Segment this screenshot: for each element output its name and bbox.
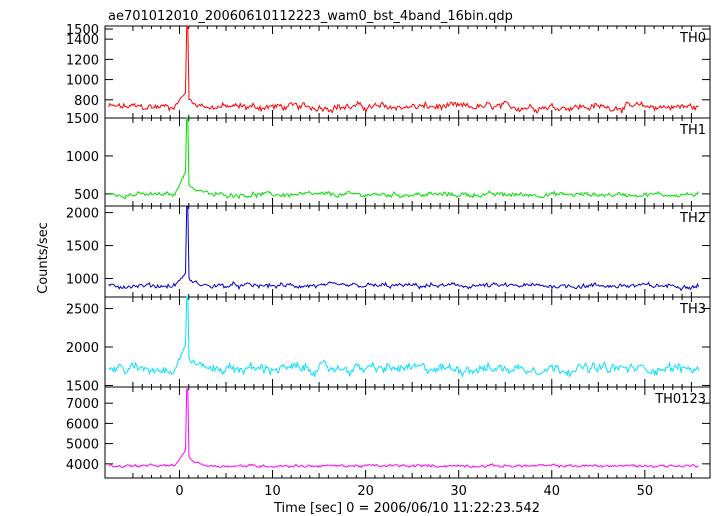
panel-frame — [104, 386, 711, 479]
x-tick-label: 50 — [637, 484, 654, 499]
panel-th0123: 4000 5000 6000 7000 TH0123 0 10 20 30 40 50 — [66, 386, 711, 499]
y-tick-label: 6000 — [66, 417, 99, 432]
panel-th2: 1000 1500 2000 TH2 — [66, 205, 711, 298]
y-tick-label: 1400 — [66, 33, 99, 48]
y-tick-label: 800 — [74, 94, 99, 109]
x-tick-label: 10 — [264, 484, 281, 499]
panels-group: 8001000120014001500TH050010001500TH11000… — [66, 23, 711, 499]
y-tick-label: 1500 — [66, 240, 99, 255]
series-th0123-line — [108, 388, 699, 469]
panel-name-label: TH2 — [679, 211, 706, 226]
panel-frame — [104, 296, 711, 388]
y-tick-label: 1200 — [66, 53, 99, 68]
x-tick-label: 20 — [357, 484, 374, 499]
x-tick-label: 40 — [543, 484, 560, 499]
series-th1-line — [108, 117, 700, 200]
y-tick-label: 1000 — [66, 150, 99, 165]
series-th0-line — [108, 25, 699, 114]
y-axis-label: Counts/sec — [36, 222, 51, 294]
x-tick-label: 30 — [450, 484, 467, 499]
y-tick-label: 7000 — [66, 397, 99, 412]
x-tick-label: 0 — [175, 484, 183, 499]
y-tick-label: 5000 — [66, 438, 99, 453]
y-tick-label: 1500 — [66, 112, 99, 127]
y-tick-label: 2500 — [66, 303, 99, 318]
series-th3-line — [108, 296, 700, 378]
y-tick-label: 1000 — [66, 74, 99, 89]
panel-frame — [104, 205, 711, 298]
y-tick-label: 1500 — [66, 23, 99, 38]
y-tick-label: 2000 — [66, 207, 99, 222]
y-tick-label: 1000 — [66, 273, 99, 288]
x-axis-label: Time [sec] 0 = 2006/06/10 11:22:23.542 — [273, 501, 540, 516]
panel-name-label: TH0123 — [654, 392, 706, 407]
y-tick-label: 2000 — [66, 341, 99, 356]
panel-th3: 1500 2000 2500 TH3 — [66, 296, 711, 394]
chart-title: ae701012010_20060610112223_wam0_bst_4ban… — [108, 9, 513, 24]
series-th2-line — [108, 205, 700, 292]
panel-frame — [104, 25, 711, 119]
panel-th1: 500 1000 1500 TH1 — [66, 112, 711, 207]
y-tick-label: 1500 — [66, 379, 99, 394]
y-tick-label: 500 — [74, 188, 99, 203]
panel-name-label: TH3 — [679, 302, 706, 317]
panel-name-label: TH1 — [679, 123, 706, 138]
y-tick-label: 4000 — [66, 458, 99, 473]
panel-name-label: TH0 — [679, 31, 706, 46]
